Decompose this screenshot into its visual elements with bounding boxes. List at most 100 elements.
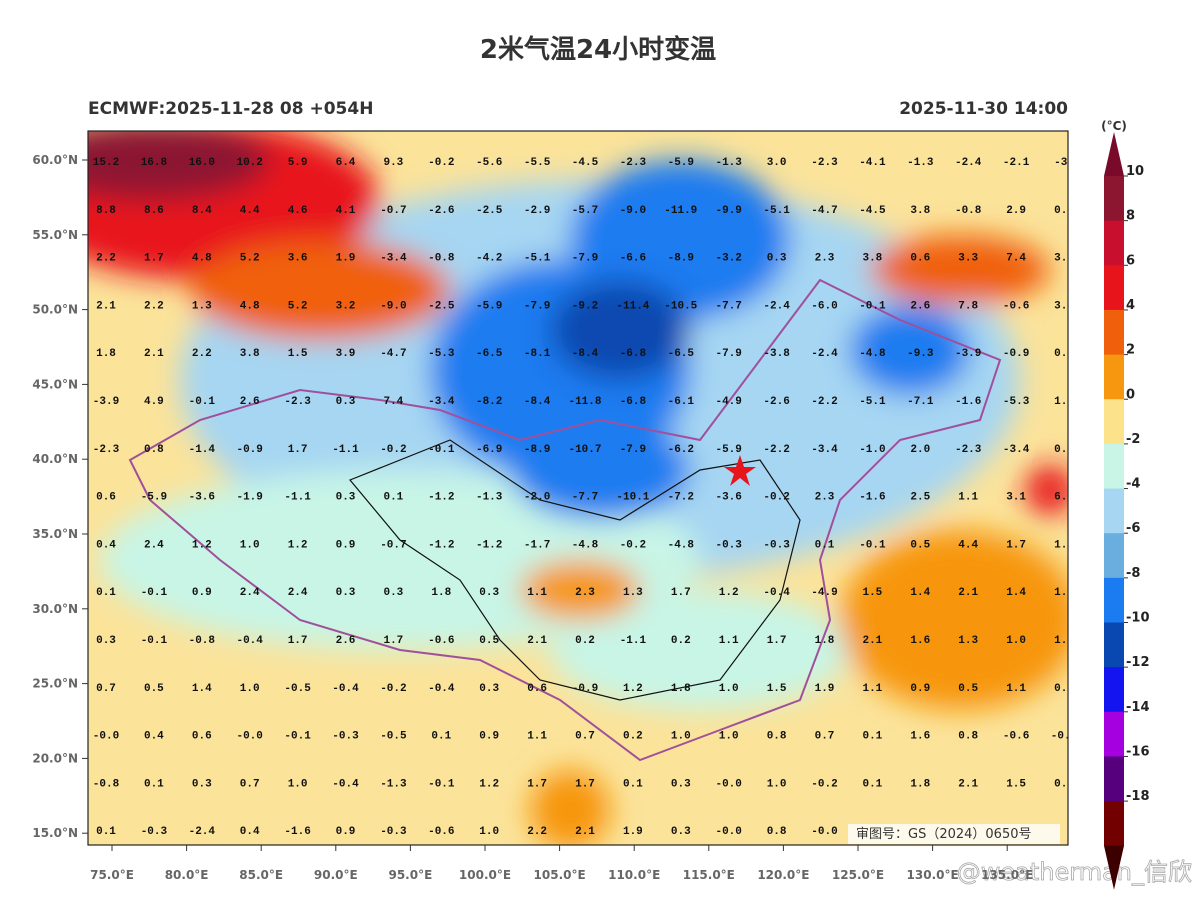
- lat-label: 40.0°N: [32, 452, 78, 466]
- lon-label: 100.0°E: [459, 868, 511, 882]
- colorbar-label: 2: [1126, 343, 1135, 358]
- grid-value: -0.8: [955, 205, 982, 217]
- grid-value: 1.1: [958, 492, 978, 504]
- grid-value: -1.3: [380, 778, 407, 790]
- grid-value: -9.0: [380, 300, 406, 312]
- grid-value: -4.5: [859, 205, 886, 217]
- grid-value: -0.9: [236, 444, 262, 456]
- grid-value: 0.3: [96, 635, 116, 647]
- grid-value: -4.8: [859, 348, 886, 360]
- colorbar-label: -4: [1126, 477, 1140, 492]
- grid-value: 1.8: [815, 635, 835, 647]
- watermark: @weatherman_信欣: [957, 858, 1192, 886]
- grid-value: -2.4: [189, 826, 216, 838]
- grid-value: 4.4: [958, 539, 978, 551]
- approval-box: [848, 824, 1060, 844]
- grid-value: 0.3: [479, 587, 499, 599]
- grid-value: -1.3: [907, 157, 934, 169]
- grid-value: 1.8: [671, 683, 691, 695]
- grid-value: 0.3: [336, 587, 356, 599]
- lon-label: 130.0°E: [907, 868, 959, 882]
- grid-value: 1.1: [1006, 683, 1026, 695]
- grid-value: -1.6: [859, 492, 885, 504]
- grid-value: 0.5: [144, 683, 164, 695]
- grid-value: -0.3: [141, 826, 168, 838]
- lat-label: 55.0°N: [32, 228, 78, 242]
- grid-value: 2.2: [527, 826, 547, 838]
- grid-value: -2.4: [811, 348, 838, 360]
- grid-value: -8.9: [524, 444, 550, 456]
- grid-value: -1.3: [715, 157, 742, 169]
- grid-value: 3.8: [240, 348, 260, 360]
- grid-value: 1.5: [862, 587, 882, 599]
- grid-value: -1.4: [189, 444, 216, 456]
- grid-value: -2.3: [955, 444, 982, 456]
- grid-value: 1.1: [527, 587, 547, 599]
- colorbar-band: [1104, 488, 1124, 534]
- grid-value: 1.3: [192, 300, 212, 312]
- colorbar-label: -6: [1126, 521, 1140, 536]
- grid-value: -0.6: [428, 635, 454, 647]
- grid-value: -0.7: [380, 539, 406, 551]
- grid-value: -7.9: [524, 300, 550, 312]
- grid-value: -5.1: [859, 396, 886, 408]
- title: 2米气温24小时变温: [480, 34, 716, 65]
- grid-value: 1.8: [96, 348, 116, 360]
- grid-value: -0.1: [189, 396, 216, 408]
- grid-value: 2.6: [910, 300, 930, 312]
- grid-value: -4.7: [380, 348, 406, 360]
- colorbar-label: -12: [1126, 655, 1150, 670]
- colorbar-label: -14: [1126, 700, 1150, 715]
- grid-value: -5.9: [476, 300, 502, 312]
- grid-value: -0.2: [428, 157, 454, 169]
- lon-label: 85.0°E: [239, 868, 283, 882]
- model-run: ECMWF:2025-11-28 08 +054H: [88, 99, 373, 119]
- grid-value: 0.9: [192, 587, 212, 599]
- grid-value: -3.6: [189, 492, 215, 504]
- grid-value: 5.2: [240, 253, 260, 265]
- grid-value: -7.9: [715, 348, 741, 360]
- grid-value: -4.8: [572, 539, 599, 551]
- grid-value: -2.0: [524, 492, 550, 504]
- grid-value: -0.7: [380, 205, 406, 217]
- grid-value: -0.6: [428, 826, 454, 838]
- grid-value: 1.7: [144, 253, 164, 265]
- colorbar-end: [1104, 845, 1124, 890]
- grid-value: -0.0: [93, 731, 119, 743]
- grid-value: -1.2: [476, 539, 502, 551]
- grid-value: -3.8: [763, 348, 790, 360]
- grid-value: 2.6: [336, 635, 356, 647]
- colorbar-band: [1104, 354, 1124, 400]
- grid-value: -0.2: [380, 683, 406, 695]
- map-background: [88, 131, 1068, 845]
- colorbar-label: 4: [1126, 298, 1135, 313]
- grid-value: -1.2: [428, 539, 454, 551]
- grid-value: 2.1: [862, 635, 882, 647]
- grid-value: 1.1: [1054, 635, 1074, 647]
- grid-value: 0.1: [431, 731, 451, 743]
- lon-label: 125.0°E: [832, 868, 884, 882]
- grid-value: 1.8: [431, 587, 451, 599]
- grid-value: 2.2: [96, 253, 116, 265]
- colorbar-label: -2: [1126, 432, 1140, 447]
- grid-value: -5.9: [715, 444, 741, 456]
- grid-value: -7.9: [572, 253, 598, 265]
- grid-value: 0.3: [383, 587, 403, 599]
- grid-value: -4.9: [811, 587, 837, 599]
- grid-value: 1.0: [1054, 396, 1074, 408]
- grid-value: 1.2: [719, 587, 739, 599]
- grid-value: -5.3: [1003, 396, 1030, 408]
- grid-value: 3.2: [336, 300, 356, 312]
- grid-value: 2.3: [815, 253, 835, 265]
- grid-value: 2.6: [240, 396, 260, 408]
- grid-value: -0.8: [189, 635, 216, 647]
- grid-value: -0.2: [380, 444, 406, 456]
- grid-value: -3.2: [715, 253, 741, 265]
- grid-value: -6.5: [476, 348, 503, 360]
- grid-value: 1.7: [288, 444, 308, 456]
- grid-value: 1.2: [479, 778, 499, 790]
- grid-value: -11.4: [616, 300, 649, 312]
- lon-label: 90.0°E: [314, 868, 358, 882]
- valid-time: 2025-11-30 14:00: [899, 99, 1068, 119]
- grid-value: -3.4: [1003, 444, 1030, 456]
